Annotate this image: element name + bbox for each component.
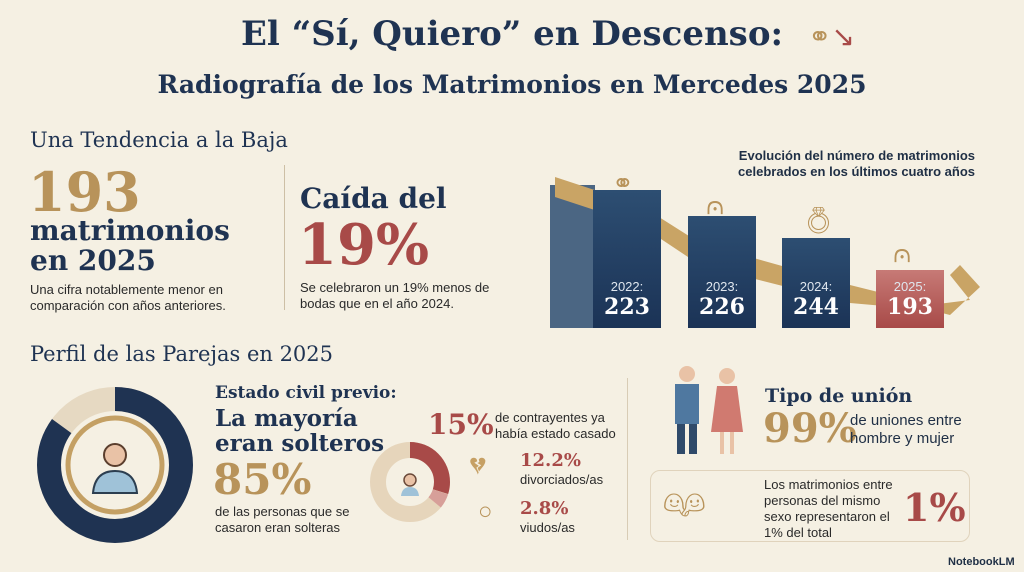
total-note: Una cifra notablemente menor en comparac…	[30, 282, 226, 313]
chart-title: Evolución del número de matrimonios cele…	[738, 148, 975, 179]
civil-line1: La mayoría	[215, 405, 358, 432]
arch-icon: ⩀	[893, 238, 912, 268]
rings-icon: ⚭	[612, 168, 634, 198]
civil-label: Estado civil previo:	[215, 383, 397, 403]
prev-note: de contrayentes ya había estado casado	[495, 410, 616, 441]
total-line2: en 2025	[30, 244, 156, 277]
hetero-note: de uniones entre hombre y mujer	[850, 412, 962, 447]
same-value: 1%	[903, 485, 966, 530]
widowed-value: 2.8%	[520, 498, 569, 519]
bar-2025: 2025: 193	[876, 270, 944, 328]
broken-heart-icon: 💔︎	[470, 450, 486, 480]
page-title: El “Sí, Quiero” en Descenso:	[240, 14, 784, 54]
page-subtitle: Radiografía de los Matrimonios en Merced…	[157, 70, 867, 99]
drop-note: Se celebraron un 19% menos de bodas que …	[300, 280, 490, 311]
same-sex-callout: 👫︎ Los matrimonios entre personas del mi…	[650, 470, 970, 542]
bar-2024: 2024: 244	[782, 238, 850, 328]
hetero-value: 99%	[763, 405, 857, 452]
drop-value: 19%	[298, 212, 430, 278]
same-note: Los matrimonios entre personas del mismo…	[764, 477, 893, 540]
total-value: 193	[28, 160, 141, 224]
divider	[284, 165, 285, 310]
single-value: 85%	[213, 455, 312, 504]
couple-icon	[675, 366, 743, 454]
descending-ribbon	[550, 177, 980, 328]
drop-label: Caída del	[300, 182, 447, 215]
same-sex-couple-icon: 👫︎	[663, 484, 707, 522]
total-line1: matrimonios	[30, 214, 230, 247]
union-heading: Tipo de unión	[765, 385, 913, 407]
brand-logo: NotebookLM	[948, 556, 1015, 568]
bar-2022: 2022: 223	[593, 190, 661, 328]
divorced-label: divorciados/as	[520, 472, 604, 487]
arch-icon: ⩀	[706, 190, 725, 220]
singles-donut	[37, 387, 193, 543]
previously-married-donut	[370, 442, 450, 522]
divorced-value: 12.2%	[520, 450, 581, 471]
prev-value: 15%	[428, 408, 494, 441]
rings-down-arrow-icon: ⚭↘	[808, 21, 855, 52]
widowed-label: viudos/as	[520, 520, 575, 535]
civil-line2: eran solteros	[215, 430, 385, 457]
trend-heading: Una Tendencia a la Baja	[30, 128, 288, 152]
single-note: de las personas que se casaron eran solt…	[215, 504, 350, 535]
ring-heart-icon: ○	[478, 498, 493, 525]
ring-icon: 💍︎	[802, 205, 836, 235]
divider	[627, 378, 628, 540]
bar-2023: 2023: 226	[688, 216, 756, 328]
profile-heading: Perfil de las Parejas en 2025	[30, 342, 334, 366]
